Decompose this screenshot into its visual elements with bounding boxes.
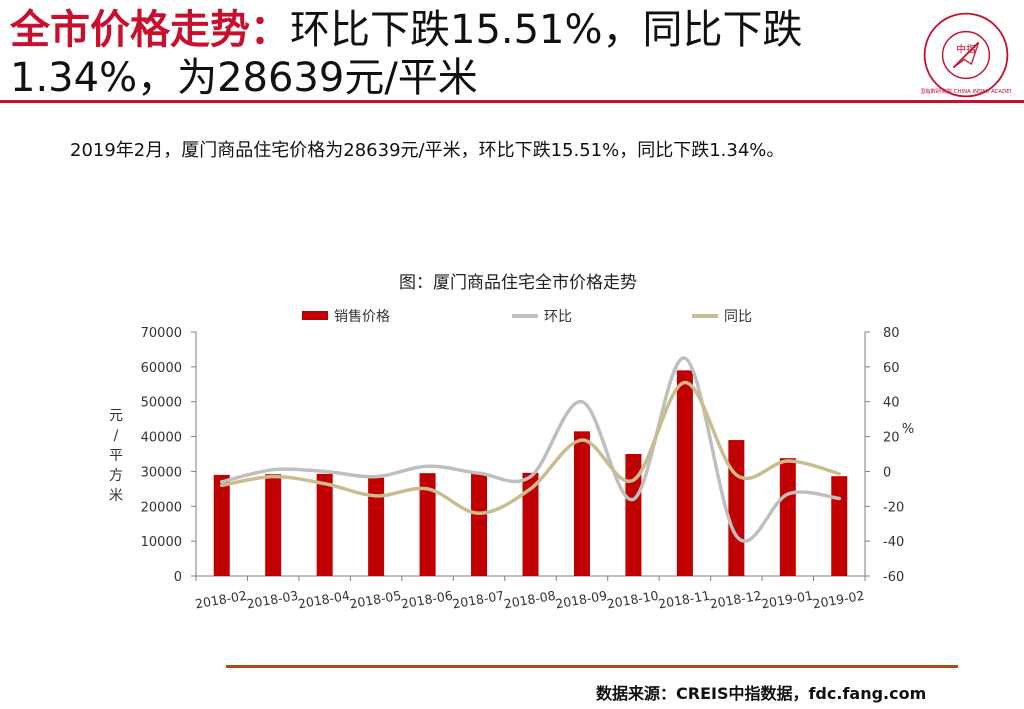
price-bar xyxy=(676,370,693,576)
price-bar xyxy=(779,458,796,576)
left-tick-label: 0 xyxy=(174,570,182,585)
price-bar xyxy=(419,473,436,576)
right-tick-label: -60 xyxy=(883,570,904,585)
slide-title-accent: 全市价格走势： xyxy=(10,7,290,53)
y2-axis-label: % xyxy=(902,422,914,437)
bar-series xyxy=(213,370,848,576)
right-tick-label: 80 xyxy=(883,326,900,341)
price-bar xyxy=(213,474,230,576)
mom-line xyxy=(219,356,842,543)
logo-ring-text: 中国指数研究院 CHINA INDEX ACADEMY xyxy=(921,87,1011,95)
price-bar xyxy=(368,477,385,576)
price-bar xyxy=(573,431,590,576)
legend-label: 销售价格 xyxy=(334,309,390,325)
x-tick-label: 2018-02 xyxy=(194,588,248,612)
left-tick-label: 50000 xyxy=(141,396,182,411)
x-tick-label: 2018-03 xyxy=(245,588,299,612)
x-tick-label: 2018-05 xyxy=(348,588,402,612)
right-tick-label: 0 xyxy=(883,465,891,480)
price-bar xyxy=(522,472,539,576)
left-tick-label: 20000 xyxy=(141,500,182,515)
price-bar xyxy=(316,473,333,576)
right-tick-label: 60 xyxy=(883,361,900,376)
right-tick-label: 40 xyxy=(883,396,900,411)
x-tick-label: 2018-06 xyxy=(400,588,454,612)
x-tick-label: 2018-09 xyxy=(554,588,608,612)
chart-title: 图：厦门商品住宅全市价格走势 xyxy=(399,273,637,293)
x-tick-label: 2018-08 xyxy=(503,588,557,612)
right-axis: -60 -40 -20 0 20 40 60 80% xyxy=(864,326,914,585)
x-tick-label: 2018-12 xyxy=(709,588,763,612)
y-axis-label: 元/平方米 xyxy=(109,408,123,504)
right-tick-label: -20 xyxy=(883,500,904,515)
price-bar xyxy=(471,473,488,576)
left-tick-label: 10000 xyxy=(141,535,182,550)
x-tick-label: 2019-01 xyxy=(760,588,814,612)
slide-title: 全市价格走势：环比下跌15.51%，同比下跌1.34%，为28639元/平米 xyxy=(10,6,910,102)
china-index-academy-logo: 中指 中国指数研究院 CHINA INDEX ACADEMY xyxy=(921,12,1011,98)
logo-center-text: 中指 xyxy=(956,42,976,55)
legend-swatch-bar xyxy=(302,311,328,320)
legend-label: 同比 xyxy=(724,309,752,325)
left-tick-label: 40000 xyxy=(141,431,182,446)
left-axis: 0 10000 20000 30000 40000 50000 60000 70000 元/平方… xyxy=(109,326,865,585)
title-divider xyxy=(0,100,1024,103)
right-tick-label: -40 xyxy=(883,535,904,550)
x-tick-label: 2018-04 xyxy=(297,588,351,612)
x-tick-label: 2018-07 xyxy=(451,588,505,612)
line-series xyxy=(219,356,842,543)
x-axis-labels: 2018-022018-032018-042018-052018-062018-… xyxy=(194,576,866,611)
footer-divider xyxy=(226,665,958,668)
legend-label: 环比 xyxy=(544,309,572,325)
chart-legend: 销售价格 环比 同比 xyxy=(302,309,752,325)
price-bar xyxy=(728,440,745,576)
price-bar xyxy=(265,474,282,576)
left-tick-label: 60000 xyxy=(141,361,182,376)
data-source: 数据来源：CREIS中指数据，fdc.fang.com xyxy=(596,684,927,703)
yoy-line xyxy=(219,380,842,516)
price-bar xyxy=(831,476,848,576)
left-tick-label: 30000 xyxy=(141,465,182,480)
x-tick-label: 2018-11 xyxy=(657,588,711,612)
slide-title-rest: 环比下跌15.51%，同比下跌1.34%，为28639元/平米 xyxy=(10,7,803,101)
price-bar xyxy=(625,454,642,576)
x-tick-label: 2019-02 xyxy=(811,588,865,612)
left-tick-label: 70000 xyxy=(141,326,182,341)
summary-text: 2019年2月，厦门商品住宅价格为28639元/平米，环比下跌15.51%，同比… xyxy=(70,140,785,161)
x-tick-label: 2018-10 xyxy=(606,588,660,612)
right-tick-label: 20 xyxy=(883,431,900,446)
